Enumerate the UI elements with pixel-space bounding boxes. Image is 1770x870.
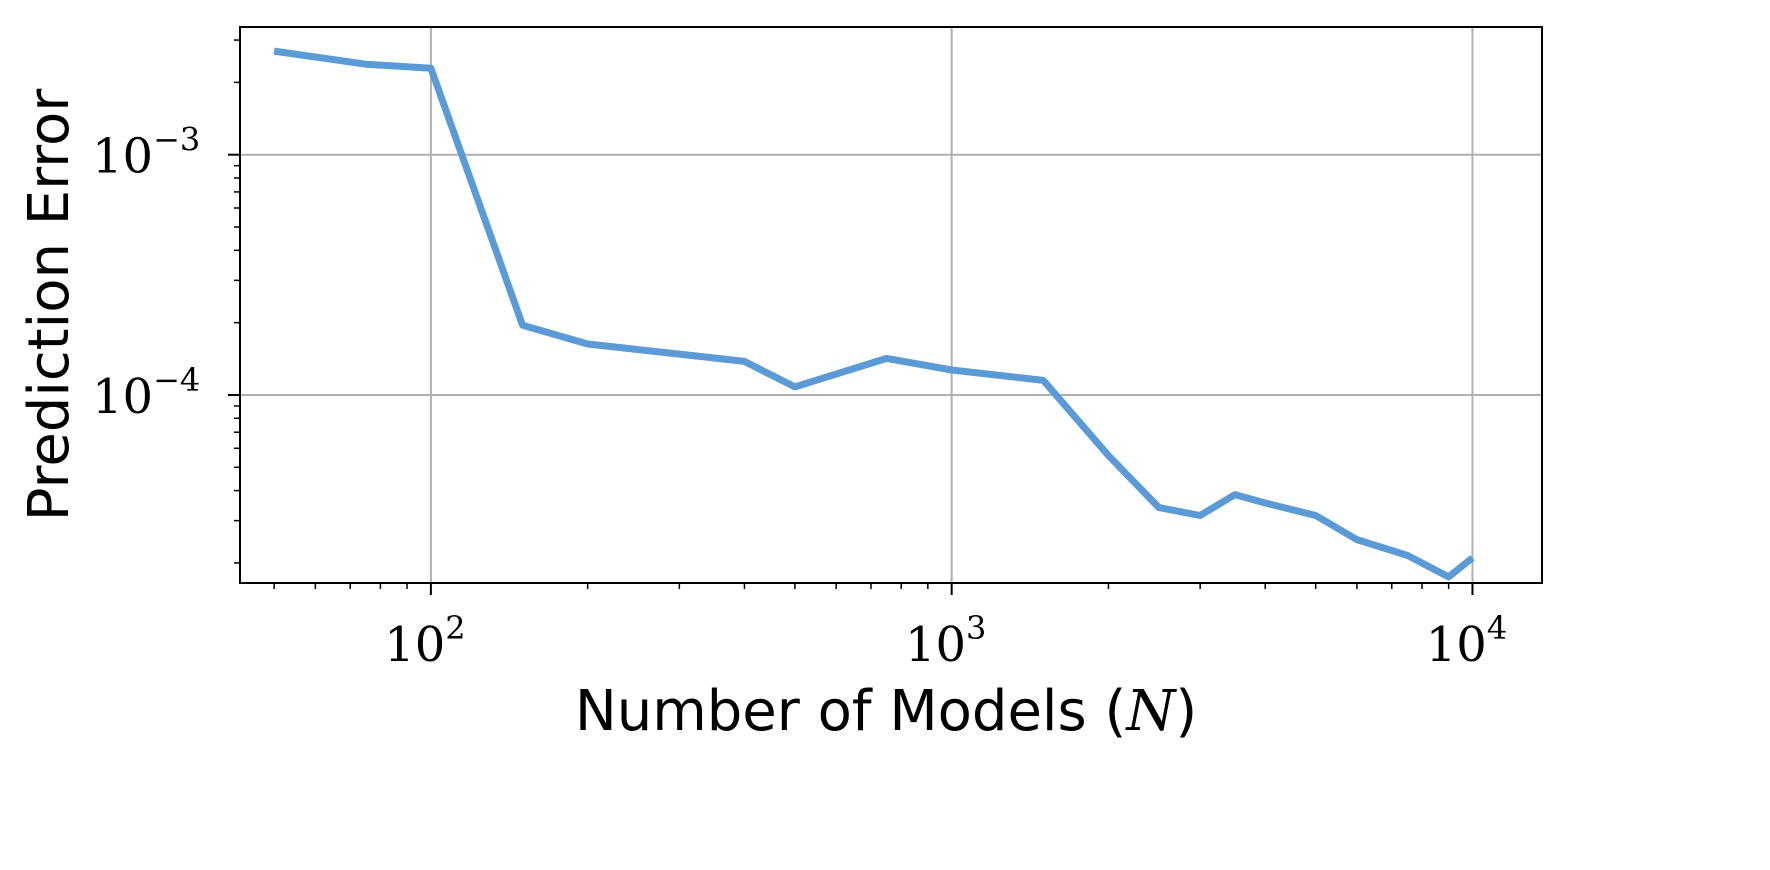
x-tick-label-exp: 2 xyxy=(445,609,465,647)
y-tick-label-base: 10 xyxy=(92,129,153,185)
series-line xyxy=(273,47,1475,581)
plot-frame xyxy=(239,26,1543,584)
x-tick-label: 103 xyxy=(905,609,986,673)
y-tick-label: 10−3 xyxy=(92,121,200,185)
x-axis-label-close: ) xyxy=(1175,679,1197,744)
y-tick-label-exp: −3 xyxy=(153,121,200,159)
major-ticks xyxy=(228,153,1474,595)
y-tick-label-exp: −4 xyxy=(153,361,200,399)
x-tick-label-exp: 4 xyxy=(1487,609,1507,647)
x-tick-label-exp: 3 xyxy=(966,609,986,647)
x-tick-label: 102 xyxy=(384,609,465,673)
y-tick-label-base: 10 xyxy=(92,369,153,425)
x-tick-label: 104 xyxy=(1426,609,1507,673)
x-axis-label-var: N xyxy=(1124,679,1177,744)
y-axis-label: Prediction Error xyxy=(17,88,82,521)
y-tick-label: 10−4 xyxy=(92,361,200,425)
series-group xyxy=(273,47,1475,581)
x-axis-label: Number of Models (N) xyxy=(575,679,1197,744)
x-tick-label-base: 10 xyxy=(905,617,966,673)
x-tick-label-base: 10 xyxy=(384,617,445,673)
grid-lines xyxy=(240,27,1542,583)
x-axis-label-text: Number of Models ( xyxy=(575,679,1127,744)
x-tick-label-base: 10 xyxy=(1426,617,1487,673)
